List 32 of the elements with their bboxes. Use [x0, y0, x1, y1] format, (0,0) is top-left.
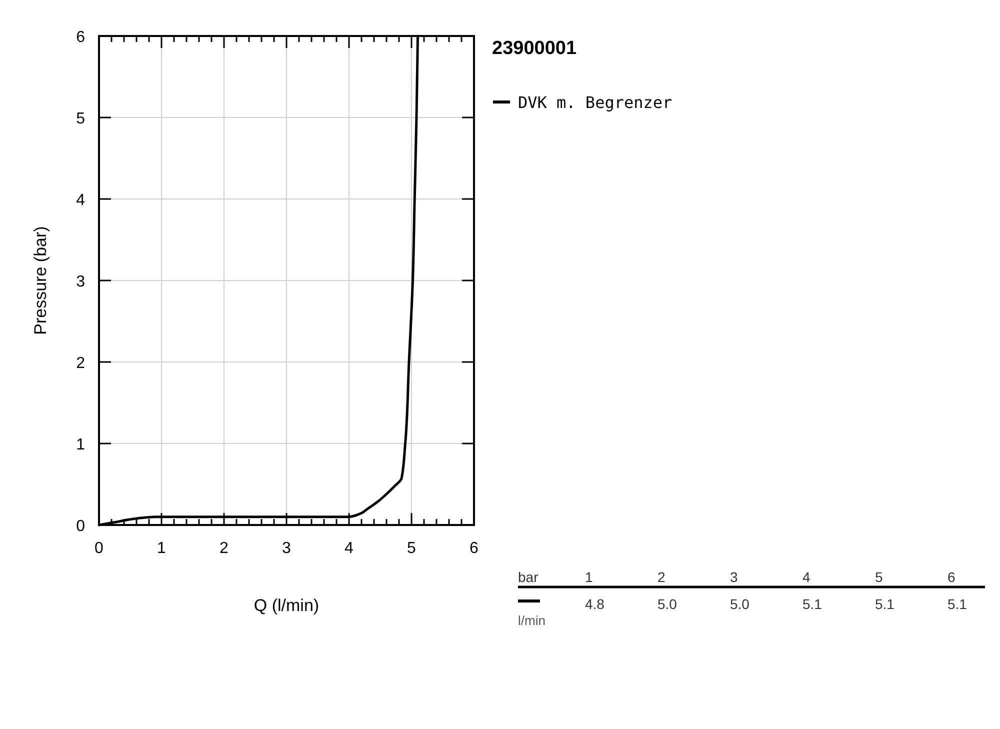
y-axis-title: Pressure (bar)	[31, 226, 50, 335]
text: 5	[875, 569, 883, 585]
text: 2	[658, 569, 666, 585]
y-tick-label: 6	[76, 29, 86, 46]
x-tick-label: 3	[282, 540, 292, 557]
x-axis-title: Q (l/min)	[254, 596, 320, 615]
x-tick-label: 6	[470, 540, 479, 557]
text: 23900001	[492, 38, 577, 59]
y-tick-label: 4	[76, 192, 86, 209]
y-tick-label: 3	[76, 274, 86, 290]
text: 5.0	[730, 596, 750, 612]
text: 4.8	[585, 596, 605, 612]
x-tick-label: 1	[157, 540, 166, 557]
x-tick-label: 0	[94, 540, 104, 557]
text: 1	[585, 569, 593, 585]
y-tick-label: 5	[76, 110, 86, 128]
text: bar	[518, 569, 539, 585]
x-tick-label: 2	[220, 540, 229, 557]
text: l/min	[518, 613, 546, 628]
y-tick-label: 0	[76, 518, 86, 535]
y-tick-label: 1	[76, 436, 86, 454]
text: 6	[948, 569, 956, 585]
text: 5.1	[875, 596, 895, 612]
y-tick-label: 2	[76, 355, 86, 372]
x-tick-label: 5	[407, 540, 416, 557]
legend-label: DVK m. Begrenzer	[518, 93, 672, 112]
text: 4	[802, 569, 810, 585]
text: 5.1	[948, 596, 968, 612]
x-tick-label: 4	[344, 540, 354, 557]
text: 3	[730, 569, 738, 585]
text: 5.1	[802, 596, 822, 612]
text: 5.0	[658, 596, 678, 612]
